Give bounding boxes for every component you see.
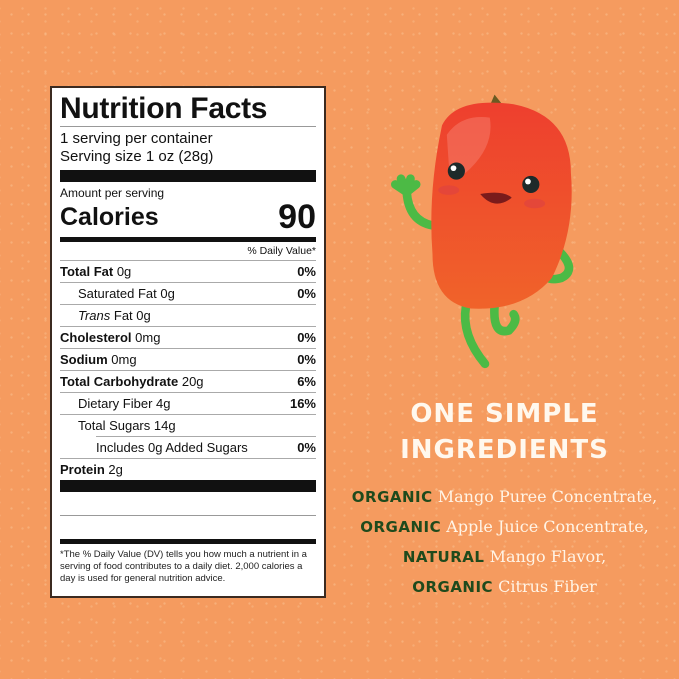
nutrient-row-saturated-fat: Saturated Fat 0g 0% xyxy=(60,282,316,304)
ingredient-item: ORGANIC Citrus Fiber xyxy=(330,572,679,602)
ingredient-keyword: ORGANIC xyxy=(412,578,494,596)
nutrient-row-total-fat: Total Fat 0g 0% xyxy=(60,260,316,282)
medium-divider xyxy=(60,539,316,544)
calories-label: Calories xyxy=(60,203,159,231)
nutrient-label: Total Sugars xyxy=(78,418,151,433)
ingredients-heading: ONE SIMPLE INGREDIENTS xyxy=(330,396,679,468)
nutrient-pct: 16% xyxy=(289,396,316,411)
mango-mascot-illustration xyxy=(390,94,574,369)
nutrient-amount: Fat 0g xyxy=(113,308,151,323)
nutrition-title: Nutrition Facts xyxy=(60,92,268,125)
servings-per-container: 1 serving per container xyxy=(60,130,213,147)
nutrient-amount: 20g xyxy=(181,374,204,389)
nutrient-label: Total Carbohydrate xyxy=(60,374,179,389)
nutrient-row-added-sugars: Includes 0g Added Sugars 0% xyxy=(96,436,316,458)
nutrient-pct: 0% xyxy=(297,330,316,345)
nutrient-row-trans-fat: Trans Fat 0g xyxy=(60,304,316,326)
amount-per-serving: Amount per serving xyxy=(60,186,165,200)
nutrition-facts-panel: Nutrition Facts 1 serving per container … xyxy=(50,86,326,598)
nutrient-label: Protein xyxy=(60,462,105,477)
ingredient-text: Mango Flavor, xyxy=(489,547,607,566)
nutrient-row-dietary-fiber: Dietary Fiber 4g 16% xyxy=(60,392,316,414)
nutrient-row-total-sugars: Total Sugars 14g xyxy=(60,414,316,436)
nutrient-row-protein: Protein 2g xyxy=(60,458,316,480)
heading-line-1: ONE SIMPLE xyxy=(410,399,599,429)
nutrient-pct: 0% xyxy=(297,352,316,367)
nutrient-row-sodium: Sodium 0mg 0% xyxy=(60,348,316,370)
nutrient-amount: 14g xyxy=(153,418,176,433)
nutrient-pct: 0% xyxy=(297,440,316,455)
nutrient-amount: 4g xyxy=(156,396,171,411)
ingredient-item: ORGANIC Mango Puree Concentrate, xyxy=(330,482,679,512)
nutrient-row-cholesterol: Cholesterol 0mg 0% xyxy=(60,326,316,348)
ingredient-item: ORGANIC Apple Juice Concentrate, xyxy=(330,512,679,542)
nutrient-amount: 0mg xyxy=(135,330,161,345)
nutrient-amount: 0mg xyxy=(111,352,137,367)
nutrient-pct: 0% xyxy=(297,286,316,301)
divider xyxy=(60,515,316,516)
thick-divider xyxy=(60,480,316,492)
calories-row: Calories 90 xyxy=(60,200,316,234)
nutrient-amount: 0g xyxy=(160,286,175,301)
daily-value-footnote: *The % Daily Value (DV) tells you how mu… xyxy=(60,549,307,584)
nutrient-label: Dietary Fiber xyxy=(78,396,153,411)
nutrient-label: Sodium xyxy=(60,352,108,367)
divider xyxy=(60,126,316,127)
nutrient-label: Trans xyxy=(78,308,111,323)
medium-divider xyxy=(60,237,316,242)
daily-value-header: % Daily Value* xyxy=(247,245,316,257)
nutrient-pct: 6% xyxy=(297,374,316,389)
ingredient-item: NATURAL Mango Flavor, xyxy=(330,542,679,572)
ingredients-list: ORGANIC Mango Puree Concentrate, ORGANIC… xyxy=(330,482,679,602)
nutrient-row-total-carbohydrate: Total Carbohydrate 20g 6% xyxy=(60,370,316,392)
heading-line-2: INGREDIENTS xyxy=(400,435,609,465)
nutrient-pct: 0% xyxy=(297,264,316,279)
thick-divider xyxy=(60,170,316,182)
ingredient-keyword: NATURAL xyxy=(402,548,485,566)
serving-size: Serving size 1 oz (28g) xyxy=(60,148,214,165)
ingredient-text: Apple Juice Concentrate, xyxy=(446,517,649,536)
ingredient-text: Citrus Fiber xyxy=(498,577,597,596)
calories-value: 90 xyxy=(278,198,316,236)
ingredient-keyword: ORGANIC xyxy=(351,488,433,506)
nutrient-label: Includes 0g Added Sugars xyxy=(96,440,248,455)
nutrient-amount: 2g xyxy=(108,462,123,477)
nutrient-amount: 0g xyxy=(116,264,132,279)
ingredient-keyword: ORGANIC xyxy=(360,518,442,536)
nutrient-label: Cholesterol xyxy=(60,330,132,345)
ingredient-text: Mango Puree Concentrate, xyxy=(437,487,658,506)
nutrient-label: Saturated Fat xyxy=(78,286,157,301)
nutrient-label: Total Fat xyxy=(60,264,114,279)
